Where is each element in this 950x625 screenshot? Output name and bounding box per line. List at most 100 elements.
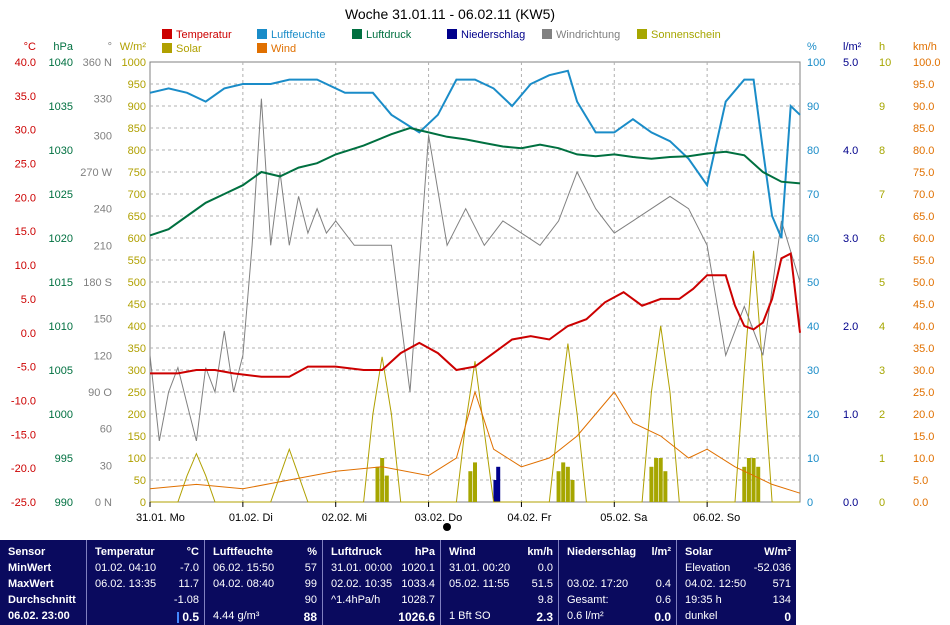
- hum-absolute: 4.44 g/m³: [213, 610, 260, 622]
- tick-hum-3: 70: [807, 189, 819, 201]
- tick-temp-0: 40.0: [15, 57, 36, 69]
- temp-avg-value: -1.08: [173, 594, 199, 606]
- wind-min-time: 31.01. 00:20: [449, 562, 511, 574]
- bar-sonnenschein-5: [556, 471, 561, 502]
- pressure-column: Luftdruck hPa 31.01. 00:00 1020.1 02.02.…: [322, 540, 441, 625]
- sensor-column: Sensor MinWert MaxWert Durchschnitt 06.0…: [0, 540, 86, 625]
- solar-column: Solar W/m² Elevation -52.036 04.02. 12:5…: [676, 540, 797, 625]
- press-min-value: 1020.1: [401, 562, 435, 574]
- tick-hum-7: 30: [807, 365, 819, 377]
- hum-min-time: 06.02. 15:50: [213, 562, 275, 574]
- tick-sun-7: 3: [879, 365, 885, 377]
- tick-temp-5: 15.0: [15, 226, 36, 238]
- legend-label-2: Luftdruck: [366, 29, 412, 41]
- press-max-value: 1033.4: [401, 578, 435, 590]
- tick-wind-11: 45.0: [913, 299, 934, 311]
- bar-sonnenschein-12: [663, 471, 668, 502]
- tick-wind-8: 60.0: [913, 233, 934, 245]
- tick-rain-5: 0.0: [843, 497, 858, 509]
- tick-temp-1: 35.0: [15, 91, 36, 103]
- solar-elevation-value: -52.036: [753, 562, 791, 574]
- solar-elevation-label: Elevation: [685, 562, 731, 574]
- wind-column: Wind km/h 31.01. 00:20 0.0 05.02. 11:55 …: [440, 540, 559, 625]
- press-current-value: 1026.6: [398, 610, 435, 624]
- tick-wind-13: 35.0: [913, 343, 934, 355]
- solar-header: Solar: [685, 546, 713, 558]
- tick-temp-10: -10.0: [11, 395, 36, 407]
- tick-solar-17: 150: [128, 431, 146, 443]
- tick-dir-10: 60: [100, 424, 112, 436]
- tick-sun-2: 8: [879, 145, 885, 157]
- solar-sunshine-hours: 19:35 h: [685, 594, 722, 606]
- series-temperatur: [150, 252, 801, 378]
- bar-sonnenschein-8: [570, 480, 575, 502]
- day-label-6: 06.02. So: [693, 512, 740, 524]
- tick-hum-2: 80: [807, 145, 819, 157]
- tick-solar-4: 800: [128, 145, 146, 157]
- legend-swatch-5: [637, 29, 647, 39]
- solar-max-value: 571: [772, 578, 791, 590]
- tick-sun-5: 5: [879, 277, 885, 289]
- wind-header: Wind: [449, 546, 476, 558]
- tick-dir-5: 210: [94, 240, 112, 252]
- tick-dir-1: 330: [94, 94, 112, 106]
- rain-max-value: 0.4: [655, 578, 671, 590]
- solar-avg-value: 134: [772, 594, 791, 606]
- press-unit: hPa: [414, 546, 435, 558]
- rain-total-label: Gesamt:: [567, 594, 609, 606]
- axis-unit-solar: W/m²: [120, 41, 147, 53]
- bar-niederschlag-1: [496, 466, 501, 502]
- tick-solar-3: 850: [128, 123, 146, 135]
- temp-current-value: 0.5: [182, 610, 199, 624]
- day-labels: 31.01. Mo 01.02. Di 02.02. Mi 03.02. Do 04.0…: [136, 502, 740, 524]
- tick-hum-6: 40: [807, 321, 819, 333]
- bar-sonnenschein-3: [468, 471, 473, 502]
- tick-dir-12: 0 N: [95, 497, 112, 509]
- tick-press-8: 1000: [49, 409, 73, 421]
- series-solar: [150, 250, 800, 503]
- tick-wind-15: 25.0: [913, 387, 934, 399]
- temp-header: Temperatur: [95, 546, 155, 558]
- tick-wind-17: 15.0: [913, 431, 934, 443]
- tick-temp-12: -20.0: [11, 463, 36, 475]
- tick-dir-3: 270 W: [80, 167, 112, 179]
- legend-swatch-4: [542, 29, 552, 39]
- tick-sun-8: 2: [879, 409, 885, 421]
- legend-swatch-3: [447, 29, 457, 39]
- tick-press-5: 1015: [49, 277, 73, 289]
- tick-solar-6: 700: [128, 189, 146, 201]
- temp-max-value: 11.7: [178, 578, 199, 590]
- tick-press-6: 1010: [49, 321, 73, 333]
- tick-temp-3: 25.0: [15, 159, 36, 171]
- tick-wind-6: 70.0: [913, 189, 934, 201]
- tick-temp-2: 30.0: [15, 125, 36, 137]
- tick-solar-18: 100: [128, 453, 146, 465]
- tick-wind-7: 65.0: [913, 211, 934, 223]
- temp-max-time: 06.02. 13:35: [95, 578, 157, 590]
- wind-beaufort: 1 Bft SO: [449, 610, 491, 622]
- tick-solar-5: 750: [128, 167, 146, 179]
- tick-dir-6: 180 S: [83, 277, 112, 289]
- tick-temp-6: 10.0: [15, 260, 36, 272]
- bar-sonnenschein-4: [473, 462, 477, 502]
- series: [149, 69, 801, 503]
- tick-press-4: 1020: [49, 233, 73, 245]
- tick-wind-4: 80.0: [913, 145, 934, 157]
- tick-wind-19: 5.0: [913, 475, 928, 487]
- tick-solar-13: 350: [128, 343, 146, 355]
- tick-temp-11: -15.0: [11, 429, 36, 441]
- day-label-5: 05.02. Sa: [600, 512, 648, 524]
- tick-press-7: 1005: [49, 365, 73, 377]
- tick-hum-9: 10: [807, 453, 819, 465]
- series-windrichtung: [149, 98, 801, 442]
- axes: 40.035.030.025.020.015.010.05.00.0-5.0-1…: [11, 41, 941, 509]
- bar-sonnenschein-16: [756, 466, 761, 502]
- bar-sonnenschein-11: [658, 458, 663, 502]
- solar-unit: W/m²: [764, 546, 791, 558]
- rain-header: Niederschlag: [567, 546, 637, 558]
- tick-press-0: 1040: [49, 57, 73, 69]
- tick-dir-0: 360 N: [83, 57, 112, 69]
- tick-solar-14: 300: [128, 365, 146, 377]
- bar-sonnenschein-9: [649, 466, 654, 502]
- press-max-time: 02.02. 10:35: [331, 578, 393, 590]
